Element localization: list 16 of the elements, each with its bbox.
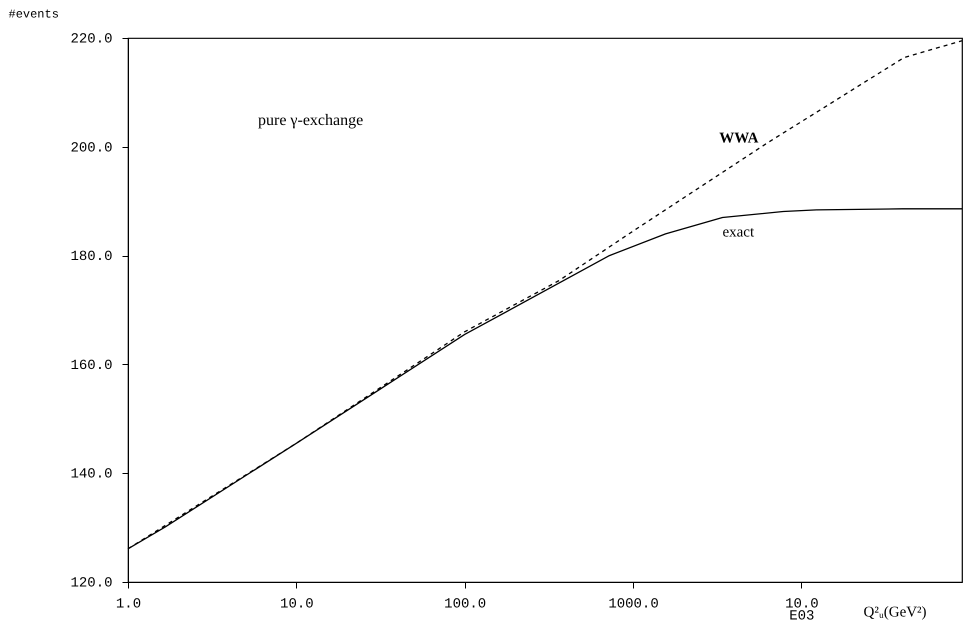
series-label: WWA [719,130,759,147]
y-tick-label: 160.0 [70,358,112,374]
x-tick-label: 1.0 [116,596,142,612]
y-tick-label: 140.0 [70,466,112,483]
x-tick-label: 10.0 E03 [785,596,819,624]
y-tick-label: 220.0 [70,32,112,48]
y-tick-label: 120.0 [70,576,112,592]
x-tick-label: 1000.0 [608,596,659,612]
y-tick-label: 180.0 [70,249,112,266]
series-label: exact [722,224,755,241]
y-axis-title: #events [8,8,59,22]
y-tick-label: 200.0 [70,140,112,156]
x-tick-label: 10.0 [280,596,314,612]
x-axis-title: Q²ᵤ(GeV²) [864,604,927,620]
x-tick-label: 100.0 [444,596,486,612]
annotation: pure γ-exchange [258,112,364,129]
